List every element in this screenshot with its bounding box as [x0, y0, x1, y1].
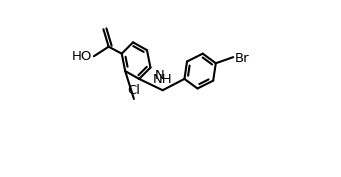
Text: HO: HO [72, 50, 92, 63]
Text: NH: NH [153, 73, 173, 86]
Text: Br: Br [235, 52, 250, 65]
Text: N: N [155, 69, 165, 82]
Text: Cl: Cl [128, 84, 140, 97]
